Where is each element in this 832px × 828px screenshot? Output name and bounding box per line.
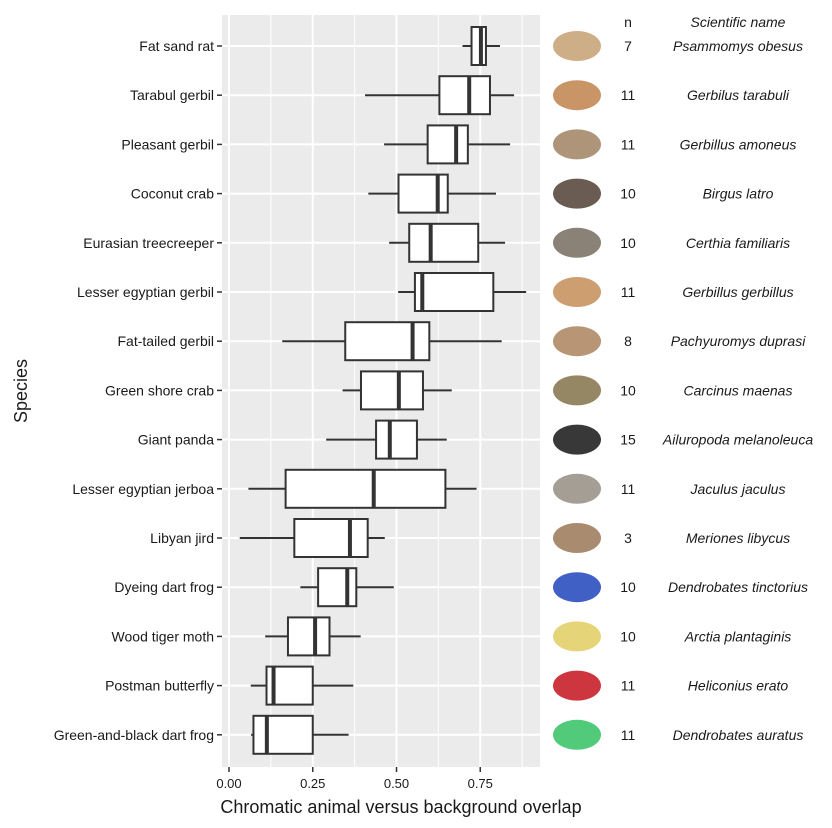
animal-photo <box>553 31 601 61</box>
box-iqr <box>284 468 447 509</box>
sample-size: 10 <box>620 382 636 398</box>
animal-photo <box>553 80 601 111</box>
scientific-name: Dendrobates tinctorius <box>668 579 808 595</box>
species-label: Wood tiger moth <box>112 628 214 644</box>
scientific-name: Gerbillus amoneus <box>680 136 797 152</box>
species-label: Coconut crab <box>131 186 214 202</box>
animal-photo <box>553 572 601 603</box>
species-label: Eurasian treecreeper <box>83 235 214 251</box>
animal-photo <box>553 719 601 750</box>
species-label: Dyeing dart frog <box>114 579 214 595</box>
y-axis-title: Species <box>11 359 31 423</box>
x-axis-title: Chromatic animal versus background overl… <box>220 797 581 817</box>
x-tick-label: 0.25 <box>300 776 325 791</box>
x-tick-label: 0.50 <box>384 776 409 791</box>
sample-size: 11 <box>621 481 636 497</box>
box-iqr <box>375 419 418 460</box>
animal-photo <box>553 473 601 504</box>
sample-size: 10 <box>620 235 636 251</box>
sample-size: 11 <box>621 136 636 152</box>
scientific-name-header: Scientific name <box>691 14 786 30</box>
species-label: Green shore crab <box>105 382 214 398</box>
sample-size: 11 <box>621 284 636 300</box>
box-iqr <box>397 173 449 214</box>
species-label: Green-and-black dart frog <box>54 727 214 743</box>
box-iqr <box>293 518 369 558</box>
species-label: Libyan jird <box>150 530 214 546</box>
scientific-name: Meriones libycus <box>686 530 790 546</box>
x-tick-label: 0.75 <box>468 776 493 791</box>
sample-size: 8 <box>624 333 632 349</box>
box-iqr <box>426 124 469 165</box>
scientific-name: Gerbillus gerbillus <box>682 284 793 300</box>
species-label: Fat-tailed gerbil <box>118 333 215 349</box>
scientific-name: Jaculus jaculus <box>690 481 786 497</box>
scientific-name: Birgus latro <box>703 186 774 202</box>
species-label: Lesser egyptian jerboa <box>72 481 214 497</box>
species-label: Pleasant gerbil <box>121 136 214 152</box>
animal-photo <box>553 129 601 160</box>
scientific-name: Gerbilus tarabuli <box>687 87 790 103</box>
animal-photo <box>553 670 601 701</box>
sample-size: 15 <box>620 432 636 448</box>
animal-photo <box>553 424 601 455</box>
n-column-header: n <box>624 14 632 30</box>
animal-photo <box>553 277 601 307</box>
box-iqr <box>438 75 491 116</box>
sample-size: 3 <box>624 530 632 546</box>
box-iqr <box>317 567 358 608</box>
animal-photo <box>553 178 601 209</box>
species-label: Giant panda <box>138 432 214 448</box>
animal-photo <box>553 621 601 652</box>
animal-photo <box>553 375 601 406</box>
box-iqr <box>252 714 314 755</box>
sample-size: 10 <box>620 186 636 202</box>
box-iqr <box>344 321 431 362</box>
animal-photo <box>553 227 601 258</box>
box-iqr <box>408 222 480 263</box>
sample-size: 10 <box>620 628 636 644</box>
scientific-name: Certhia familiaris <box>686 235 790 251</box>
scientific-name: Dendrobates auratus <box>673 727 804 743</box>
animal-photo <box>553 523 601 553</box>
sample-size: 11 <box>621 678 636 694</box>
species-label: Postman butterfly <box>105 678 214 694</box>
scientific-name: Pachyuromys duprasi <box>671 333 807 349</box>
species-label: Tarabul gerbil <box>130 87 214 103</box>
box-iqr <box>470 26 487 66</box>
x-tick-label: 0.00 <box>216 776 241 791</box>
scientific-name: Psammomys obesus <box>673 38 803 54</box>
animal-photo <box>553 326 601 357</box>
species-label: Fat sand rat <box>139 38 214 54</box>
scientific-name: Carcinus maenas <box>684 382 793 398</box>
box-iqr <box>359 370 424 411</box>
sample-size: 11 <box>621 87 636 103</box>
sample-size: 7 <box>624 38 632 54</box>
box-iqr <box>286 616 331 657</box>
box-iqr <box>413 272 495 312</box>
scientific-name: Ailuropoda melanoleuca <box>662 432 813 448</box>
sample-size: 11 <box>621 727 636 743</box>
sample-size: 10 <box>620 579 636 595</box>
species-label: Lesser egyptian gerbil <box>77 284 214 300</box>
scientific-name: Arctia plantaginis <box>684 628 792 644</box>
scientific-name: Heliconius erato <box>688 678 789 694</box>
